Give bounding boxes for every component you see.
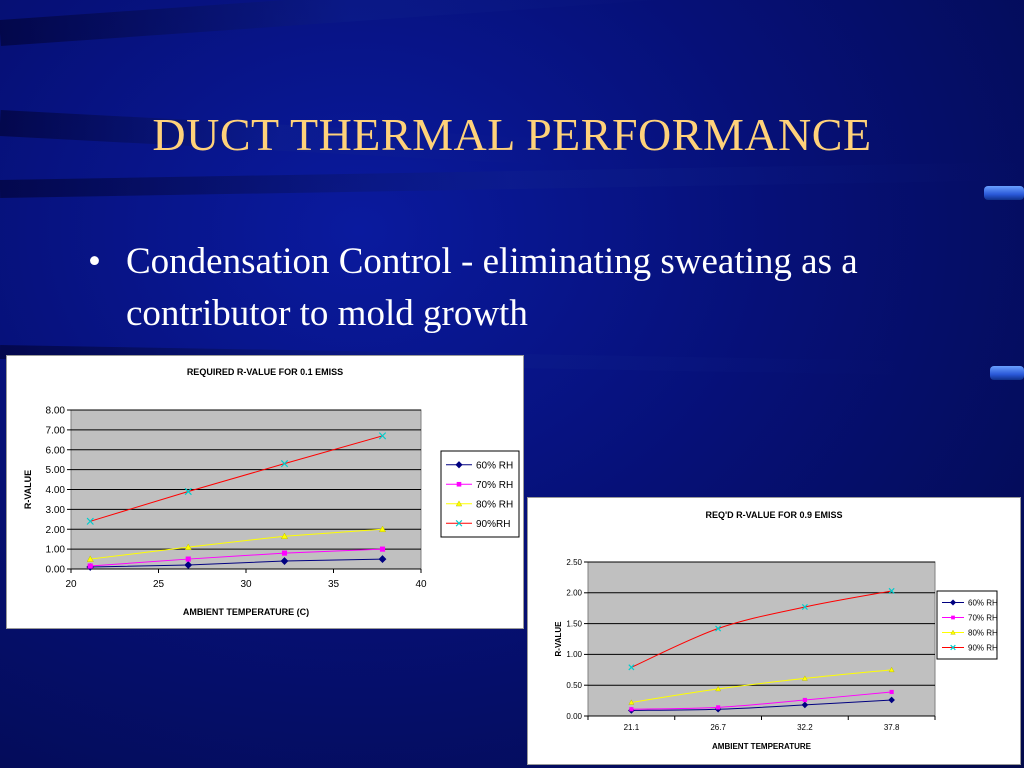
data-point bbox=[86, 555, 94, 562]
y-axis-label: R-VALUE bbox=[23, 470, 33, 509]
data-point bbox=[184, 487, 192, 496]
x-tick-label: 40 bbox=[415, 579, 427, 590]
legend-label: 70% RH bbox=[968, 613, 998, 622]
legend-label: 90% RH bbox=[968, 643, 998, 652]
bullet-item: • Condensation Control - eliminating swe… bbox=[88, 236, 948, 340]
series-line bbox=[631, 691, 892, 710]
y-axis-label: R-VALUE bbox=[554, 621, 563, 657]
x-tick-label: 20 bbox=[65, 579, 77, 590]
series-line bbox=[90, 548, 383, 567]
data-point bbox=[378, 525, 387, 533]
chart-emiss-0-9: REQ'D R-VALUE FOR 0.9 EMISS 0.00 0.50 1.00 1… bbox=[527, 497, 1021, 765]
data-point bbox=[280, 532, 289, 539]
data-point bbox=[184, 561, 193, 569]
y-tick-label: 1.00 bbox=[46, 545, 66, 556]
slide-title: DUCT THERMAL PERFORMANCE bbox=[152, 109, 872, 160]
data-point bbox=[184, 543, 192, 550]
background-streak bbox=[0, 162, 1024, 198]
legend-label: 60% RH bbox=[476, 460, 513, 471]
data-point bbox=[628, 664, 635, 671]
data-point bbox=[281, 550, 288, 556]
y-tick-label: 7.00 bbox=[46, 425, 66, 436]
y-tick-label: 0.00 bbox=[566, 712, 582, 721]
bullet-symbol: • bbox=[88, 241, 101, 282]
data-point bbox=[629, 707, 634, 712]
y-tick-label: 2.00 bbox=[566, 589, 582, 598]
data-point bbox=[280, 557, 289, 565]
x-axis-label: AMBIENT TEMPERATURE (C) bbox=[183, 607, 309, 617]
data-point bbox=[715, 685, 722, 692]
series-line bbox=[631, 590, 892, 668]
data-point bbox=[379, 546, 386, 552]
x-tick-label: 35 bbox=[328, 579, 340, 590]
accent-bar bbox=[990, 366, 1024, 380]
legend-marker bbox=[950, 644, 956, 651]
y-tick-label: 1.50 bbox=[566, 619, 582, 628]
series-line bbox=[631, 699, 892, 711]
background-streak bbox=[0, 0, 700, 46]
chart-title: REQ'D R-VALUE FOR 0.9 EMISS bbox=[706, 510, 843, 520]
data-point bbox=[280, 460, 289, 468]
y-tick-label: 0.00 bbox=[46, 565, 66, 576]
series-line bbox=[90, 528, 383, 560]
legend-marker bbox=[950, 629, 956, 635]
x-axis-label: AMBIENT TEMPERATURE bbox=[712, 742, 812, 751]
x-tick-label: 30 bbox=[240, 579, 252, 590]
data-point bbox=[378, 555, 387, 563]
data-point bbox=[715, 625, 722, 632]
data-point bbox=[801, 675, 808, 681]
data-point bbox=[801, 603, 808, 610]
y-tick-label: 0.50 bbox=[566, 681, 582, 690]
x-tick-label: 25 bbox=[153, 579, 165, 590]
data-point bbox=[801, 701, 809, 709]
x-tick-label: 26.7 bbox=[710, 723, 726, 732]
series-line bbox=[631, 669, 892, 703]
legend-marker bbox=[951, 615, 955, 620]
legend-label: 80% RH bbox=[968, 628, 998, 637]
x-tick-label: 21.1 bbox=[624, 723, 640, 732]
y-tick-label: 8.00 bbox=[46, 406, 66, 417]
legend-marker bbox=[455, 461, 463, 469]
data-point bbox=[628, 699, 635, 705]
legend-label: 80% RH bbox=[476, 499, 513, 510]
y-tick-label: 2.50 bbox=[566, 558, 582, 567]
series-line bbox=[90, 558, 383, 568]
legend-label: 90%RH bbox=[476, 519, 510, 530]
data-point bbox=[185, 556, 191, 562]
data-point bbox=[889, 689, 894, 695]
legend-marker bbox=[456, 481, 462, 487]
data-point bbox=[716, 705, 721, 710]
legend-marker bbox=[455, 519, 463, 527]
series-line bbox=[90, 435, 383, 522]
data-point bbox=[802, 697, 807, 703]
data-point bbox=[87, 563, 93, 569]
y-tick-label: 5.00 bbox=[46, 465, 66, 476]
legend-label: 70% RH bbox=[476, 480, 513, 491]
y-tick-label: 4.00 bbox=[46, 485, 66, 496]
legend-marker bbox=[949, 599, 957, 606]
chart-svg: REQ'D R-VALUE FOR 0.9 EMISS 0.00 0.50 1.00 1… bbox=[554, 510, 998, 751]
y-tick-label: 3.00 bbox=[46, 505, 66, 516]
y-tick-label: 2.00 bbox=[46, 525, 66, 536]
data-point bbox=[888, 587, 895, 594]
chart-emiss-0-1: REQUIRED R-VALUE FOR 0.1 EMISS 0.00 1.00 2.… bbox=[6, 355, 524, 629]
legend-marker bbox=[455, 500, 463, 507]
chart-svg: REQUIRED R-VALUE FOR 0.1 EMISS 0.00 1.00 2.… bbox=[23, 367, 520, 617]
bullet-text: Condensation Control - eliminating sweat… bbox=[126, 241, 858, 334]
data-point bbox=[888, 666, 895, 673]
plot-area bbox=[587, 561, 936, 717]
legend-box bbox=[440, 450, 520, 538]
chart-title: REQUIRED R-VALUE FOR 0.1 EMISS bbox=[187, 367, 343, 377]
legend-label: 60% RH bbox=[968, 598, 998, 607]
x-tick-label: 37.8 bbox=[884, 723, 900, 732]
accent-bar bbox=[984, 186, 1024, 200]
y-tick-label: 1.00 bbox=[566, 650, 582, 659]
data-point bbox=[378, 432, 387, 440]
y-tick-label: 6.00 bbox=[46, 445, 66, 456]
data-point bbox=[888, 696, 895, 704]
x-tick-label: 32.2 bbox=[797, 723, 813, 732]
data-point bbox=[86, 517, 94, 525]
